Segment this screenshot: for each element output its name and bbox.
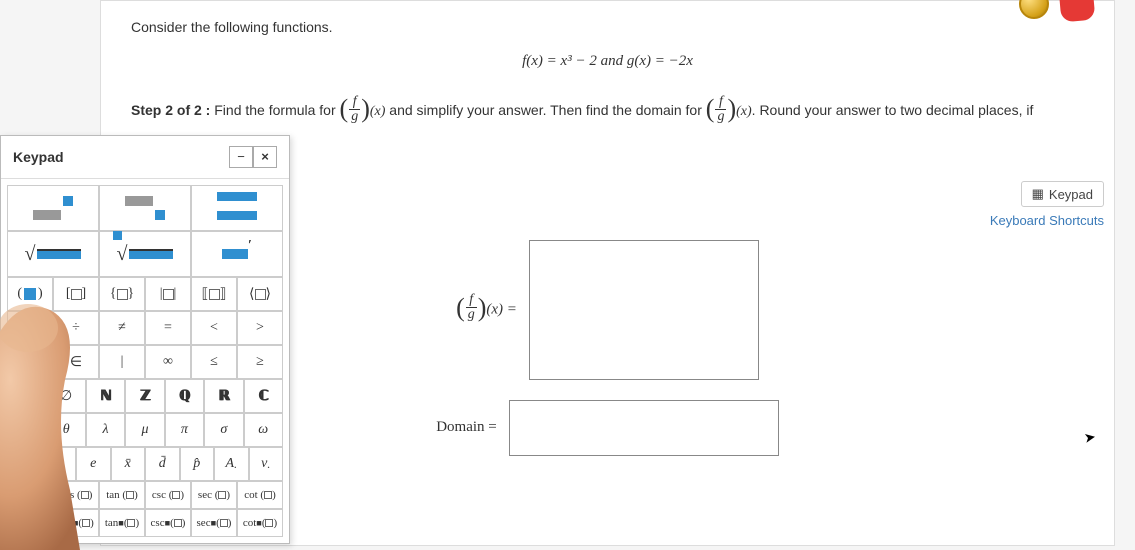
- theta-button[interactable]: θ: [46, 413, 85, 447]
- gold-badge-icon: [1019, 0, 1049, 19]
- bar-button[interactable]: |: [99, 345, 145, 379]
- answer-tools: ▦ Keypad Keyboard Shortcuts: [990, 181, 1104, 228]
- sigma-button[interactable]: σ: [204, 413, 243, 447]
- emptyset-button[interactable]: ∅: [46, 379, 85, 413]
- a-sub-button[interactable]: A.: [214, 447, 249, 481]
- keypad-window-controls: − ×: [229, 146, 277, 168]
- angle-template-button[interactable]: ⟨⟩: [237, 277, 283, 311]
- subscript-template-button[interactable]: [99, 185, 191, 231]
- formula-label: (fg)(x) =: [456, 295, 517, 325]
- keypad-icon: ▦: [1032, 186, 1044, 202]
- infinity-button[interactable]: ∞: [145, 345, 191, 379]
- step-text-a: Find the formula for: [210, 102, 339, 118]
- ln-button[interactable]: ln: [42, 447, 77, 481]
- keypad-panel: Keypad − × √ √ ′: [0, 135, 290, 544]
- functions-definition: f(x) = x³ − 2 and g(x) = −2x: [131, 53, 1084, 70]
- fraction-fg-1: fg: [349, 95, 360, 124]
- abs-template-button[interactable]: ||: [145, 277, 191, 311]
- rparen-icon-2: ): [727, 94, 736, 123]
- keypad-body: √ √ ′ () [] {} || ⟦⟧ ⟨⟩ × ÷ ≠ = < > ∩: [1, 179, 289, 543]
- csc-n-button[interactable]: csc■(): [145, 509, 191, 537]
- lt-button[interactable]: <: [191, 311, 237, 345]
- ge-button[interactable]: ≥: [237, 345, 283, 379]
- dbar-button[interactable]: d̄: [145, 447, 180, 481]
- lambda-button[interactable]: λ: [86, 413, 125, 447]
- elementof-button[interactable]: ∈: [53, 345, 99, 379]
- pi-button[interactable]: π: [165, 413, 204, 447]
- naturals-button[interactable]: ℕ: [86, 379, 125, 413]
- sqrt-template-button[interactable]: √: [7, 231, 99, 277]
- log-button[interactable]: og: [7, 447, 42, 481]
- g-expression: g(x) = −2x: [627, 53, 693, 69]
- sin-button[interactable]: sin (): [7, 481, 53, 509]
- lparen-icon: (: [340, 94, 349, 123]
- bracket-template-button[interactable]: []: [53, 277, 99, 311]
- neq-button[interactable]: ≠: [99, 311, 145, 345]
- cot-button[interactable]: cot (): [237, 481, 283, 509]
- keyboard-shortcuts-link[interactable]: Keyboard Shortcuts: [990, 213, 1104, 228]
- and-text: and: [597, 53, 627, 69]
- beta-button[interactable]: β: [7, 413, 46, 447]
- problem-intro: Consider the following functions.: [131, 19, 1084, 35]
- reals-button[interactable]: ℝ: [204, 379, 243, 413]
- divide-button[interactable]: ÷: [53, 311, 99, 345]
- lparen-icon-2: (: [706, 94, 715, 123]
- superscript-template-button[interactable]: [7, 185, 99, 231]
- step-text-b: and simplify your answer. Then find the …: [385, 102, 705, 118]
- fraction-template-button[interactable]: [191, 185, 283, 231]
- omega-button[interactable]: ω: [244, 413, 283, 447]
- step-label: Step 2 of 2 :: [131, 102, 210, 118]
- open-keypad-button[interactable]: ▦ Keypad: [1021, 181, 1104, 207]
- e-button[interactable]: e: [76, 447, 111, 481]
- floor-template-button[interactable]: ⟦⟧: [191, 277, 237, 311]
- sec-n-button[interactable]: sec■(): [191, 509, 237, 537]
- f-expression: f(x) = x³ − 2: [522, 53, 597, 69]
- degree-button[interactable]: °: [7, 379, 46, 413]
- sin-n-button[interactable]: sin■(): [7, 509, 53, 537]
- of-x-2: (x): [736, 104, 752, 119]
- rationals-button[interactable]: ℚ: [165, 379, 204, 413]
- brace-template-button[interactable]: {}: [99, 277, 145, 311]
- keypad-button-label: Keypad: [1049, 187, 1093, 202]
- keypad-title: Keypad: [13, 149, 64, 165]
- prime-template-button[interactable]: ′: [191, 231, 283, 277]
- keypad-header[interactable]: Keypad − ×: [1, 136, 289, 179]
- fraction-fg-2: fg: [715, 95, 726, 124]
- mu-button[interactable]: μ: [125, 413, 164, 447]
- xbar-button[interactable]: x̄: [111, 447, 146, 481]
- times-button[interactable]: ×: [7, 311, 53, 345]
- domain-input[interactable]: [509, 400, 779, 456]
- domain-label: Domain =: [436, 419, 497, 436]
- tan-button[interactable]: tan (): [99, 481, 145, 509]
- nthroot-template-button[interactable]: √: [99, 231, 191, 277]
- eq-button[interactable]: =: [145, 311, 191, 345]
- close-button[interactable]: ×: [253, 146, 277, 168]
- integers-button[interactable]: ℤ: [125, 379, 164, 413]
- csc-button[interactable]: csc (): [145, 481, 191, 509]
- gt-button[interactable]: >: [237, 311, 283, 345]
- cot-n-button[interactable]: cot■(): [237, 509, 283, 537]
- minimize-button[interactable]: −: [229, 146, 253, 168]
- of-x-1: (x): [370, 104, 386, 119]
- complex-button[interactable]: ℂ: [244, 379, 283, 413]
- sec-button[interactable]: sec (): [191, 481, 237, 509]
- intersect-button[interactable]: ∩: [7, 345, 53, 379]
- le-button[interactable]: ≤: [191, 345, 237, 379]
- mouse-cursor-icon: ➤: [1083, 428, 1098, 447]
- cos-n-button[interactable]: cos■(): [53, 509, 99, 537]
- cos-button[interactable]: cos (): [53, 481, 99, 509]
- paren-template-button[interactable]: (): [7, 277, 53, 311]
- formula-input[interactable]: [529, 240, 759, 380]
- phat-button[interactable]: p̂: [180, 447, 215, 481]
- v-sub-button[interactable]: v.: [249, 447, 284, 481]
- tan-n-button[interactable]: tan■(): [99, 509, 145, 537]
- rparen-icon: ): [361, 94, 370, 123]
